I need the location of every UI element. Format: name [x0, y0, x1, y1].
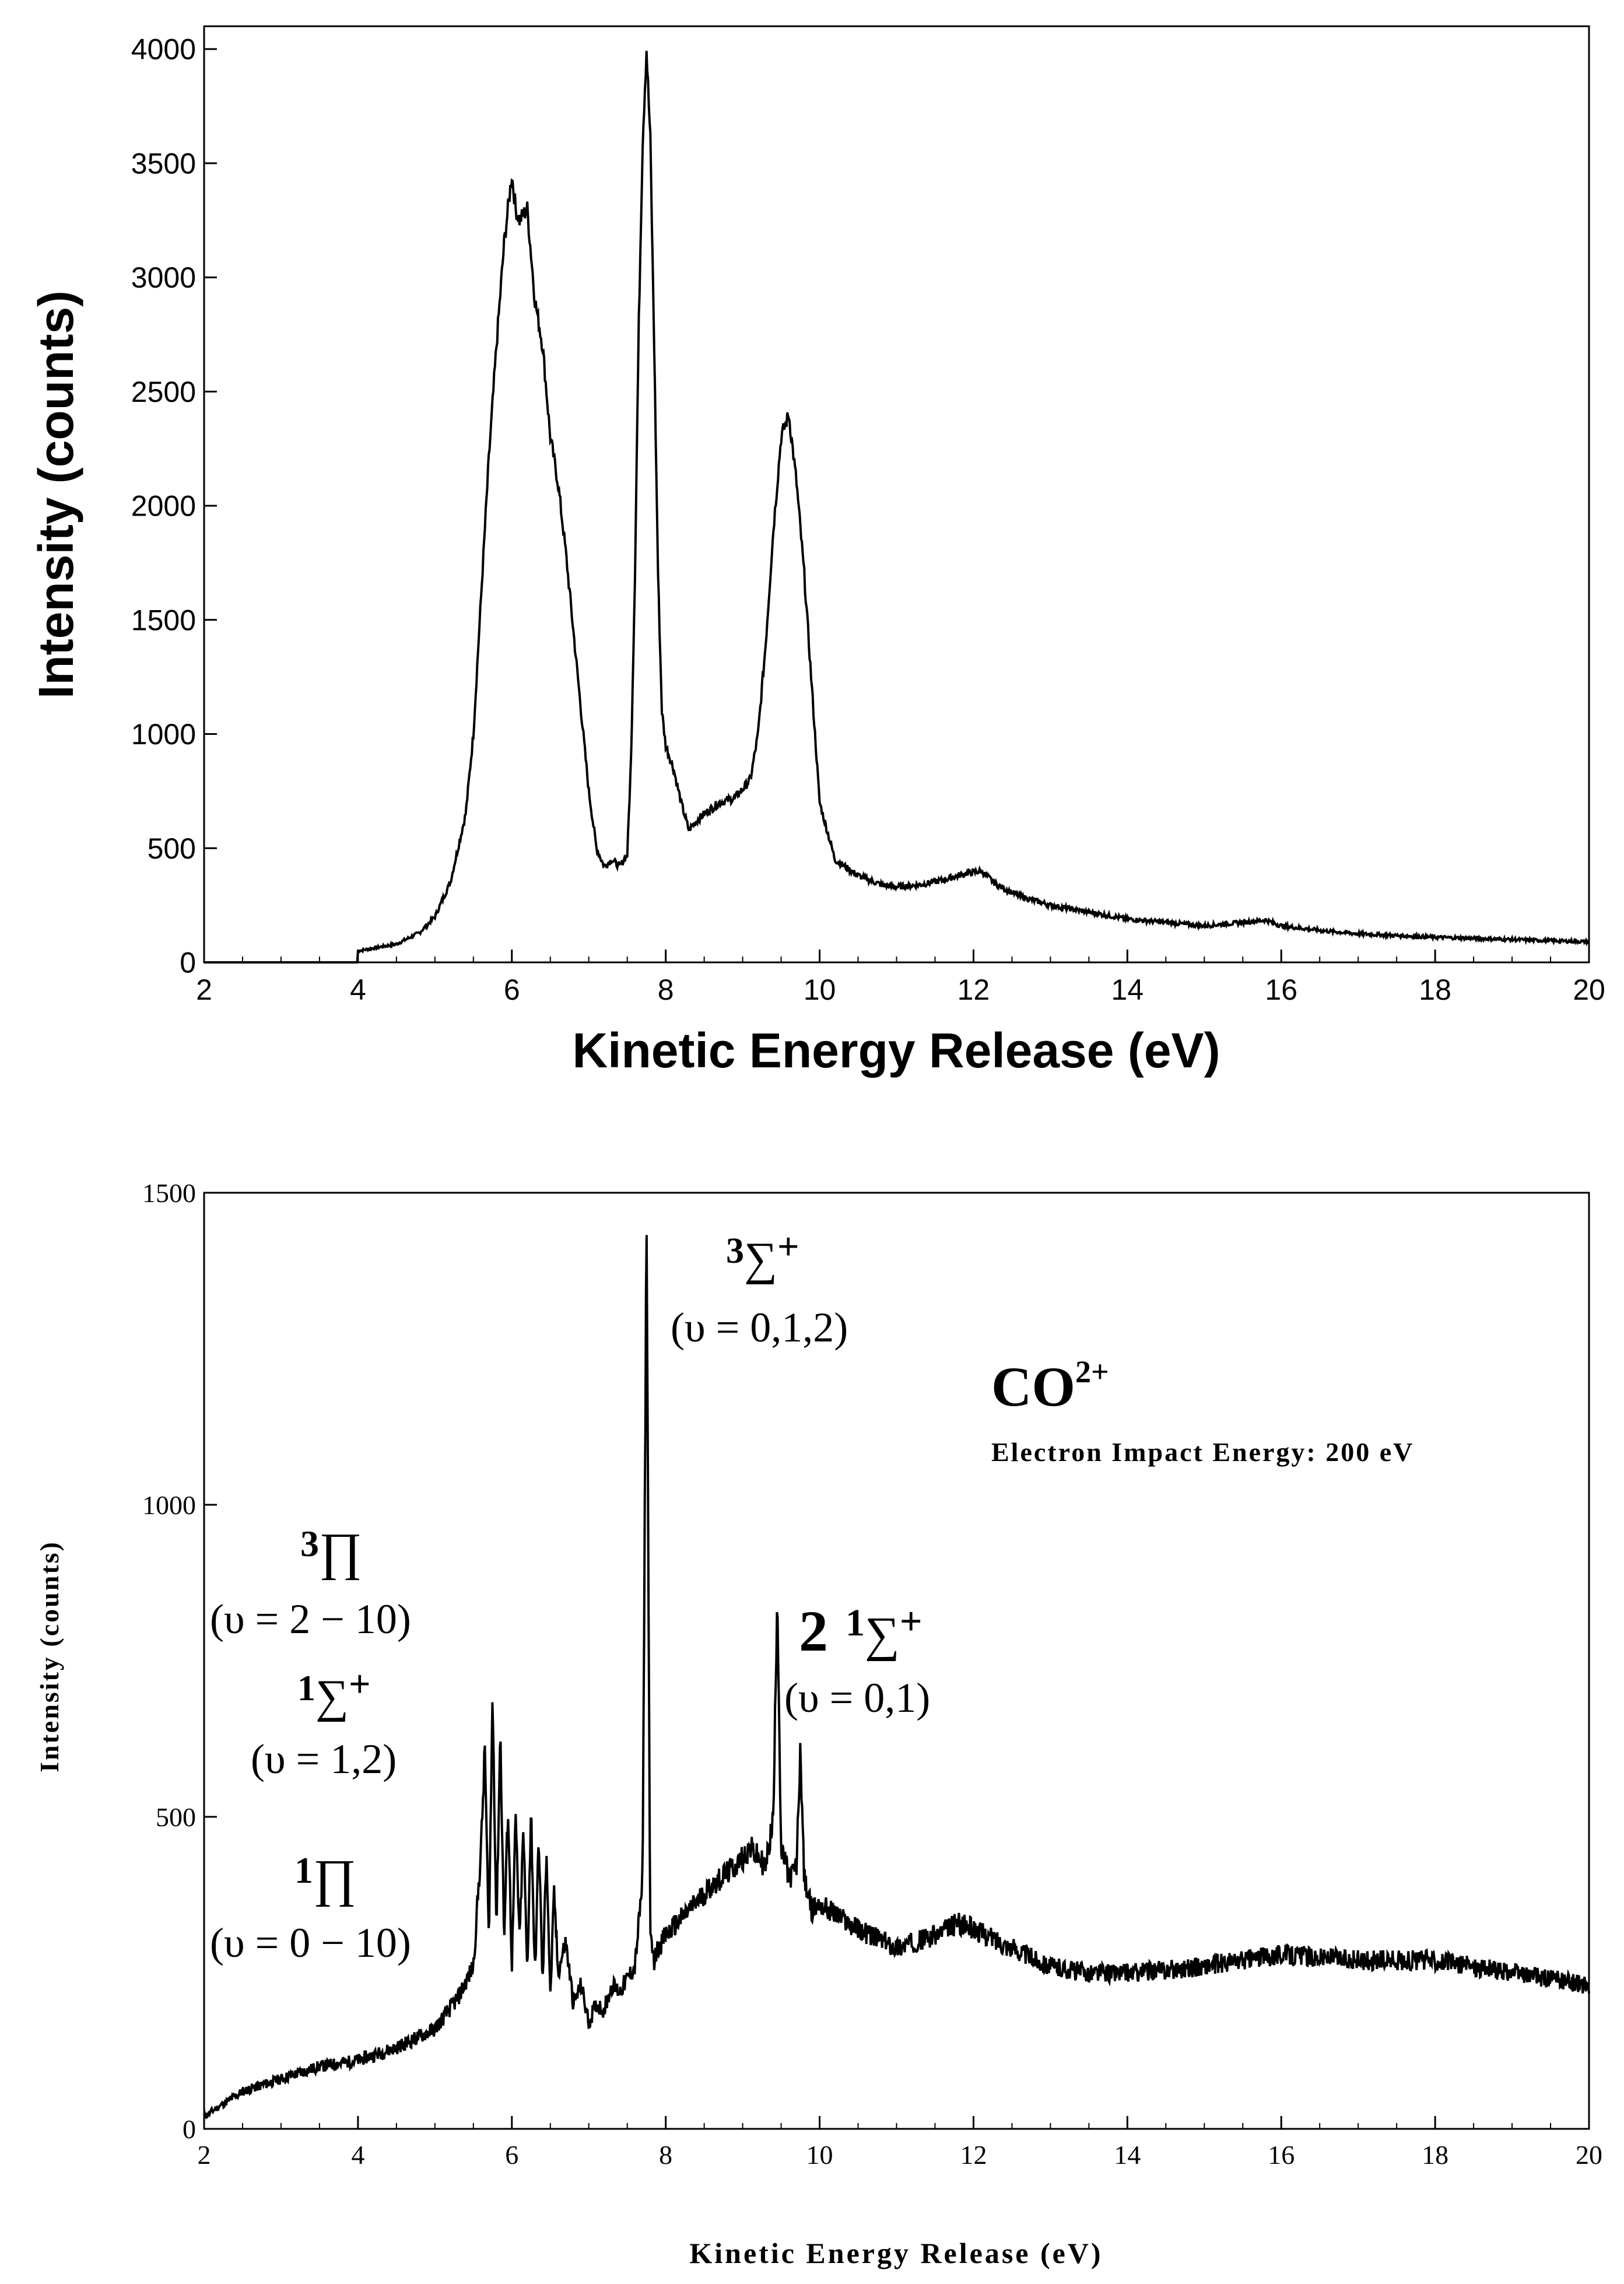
- svg-text:3∑+: 3∑+: [726, 1225, 799, 1285]
- y-tick-label: 4000: [131, 33, 196, 66]
- annotation-2-1sigma-symbol: ∑: [865, 1607, 900, 1662]
- x-tick-label: 12: [960, 2140, 987, 2170]
- x-tick-label: 14: [1111, 973, 1144, 1006]
- annotation-3sigma-suffix: +: [777, 1225, 799, 1268]
- annotation-2-1sigma-vib: (υ = 0,1): [784, 1675, 930, 1721]
- annotation-1sigma-symbol: ∑: [315, 1671, 349, 1722]
- y-tick-label: 1000: [131, 718, 196, 751]
- x-tick-label: 2: [196, 973, 212, 1006]
- x-tick-label: 10: [806, 2140, 833, 2170]
- y-tick-label: 3000: [131, 261, 196, 294]
- x-tick-label: 2: [198, 2140, 211, 2170]
- x-tick-label: 20: [1576, 2140, 1602, 2170]
- bottom-x-ticks: 2 4 6 8 10 12 14 16 18 20: [198, 2116, 1602, 2170]
- x-tick-label: 16: [1265, 973, 1297, 1006]
- annotation-2-1sigma-suffix: +: [900, 1599, 923, 1643]
- bottom-y-ticks: 0 500 1000 1500: [142, 1178, 217, 2144]
- x-tick-label: 14: [1114, 2140, 1141, 2170]
- svg-text:1∑+: 1∑+: [297, 1663, 371, 1722]
- y-tick-label: 1500: [142, 1178, 196, 1208]
- x-tick-label: 6: [505, 2140, 518, 2170]
- x-tick-label: 8: [658, 973, 674, 1006]
- svg-text:1∏: 1∏: [294, 1849, 356, 1907]
- x-tick-label: 12: [957, 973, 990, 1006]
- x-tick-label: 4: [351, 2140, 364, 2170]
- x-tick-label: 16: [1268, 2140, 1295, 2170]
- top-chart: 0 500 1000 1500 2000 2500 3000 3500 4000 2 4 6 8 10 1…: [29, 25, 1605, 1078]
- x-tick-label: 10: [804, 973, 836, 1006]
- bottom-spectrum-line: [203, 1235, 1590, 2120]
- top-y-axis-label: Intensity (counts): [29, 290, 83, 699]
- annotation-1pi: 1∏ (υ = 0 − 10): [210, 1849, 411, 1966]
- x-tick-label: 20: [1573, 973, 1605, 1006]
- y-tick-label: 1500: [131, 604, 196, 636]
- annotation-3pi-vib: (υ = 2 − 10): [210, 1596, 411, 1642]
- top-x-ticks: 2 4 6 8 10 12 14 16 18 20: [196, 950, 1605, 1006]
- annotation-1pi-symbol: ∏: [313, 1849, 356, 1907]
- annotation-3sigma-symbol: ∑: [744, 1234, 777, 1285]
- x-tick-label: 18: [1422, 2140, 1448, 2170]
- annotation-3sigma-mult: 3: [726, 1231, 744, 1271]
- svg-text:21∑+: 2 1∑+: [799, 1599, 923, 1663]
- annotation-2-1sigma: 2 1∑+ (υ = 0,1): [784, 1599, 930, 1721]
- top-spectrum-line: [204, 51, 1590, 964]
- x-tick-label: 6: [504, 973, 520, 1006]
- y-tick-label: 2500: [131, 376, 196, 408]
- top-y-ticks: 0 500 1000 1500 2000 2500 3000 3500 4000: [131, 33, 217, 979]
- x-tick-label: 4: [350, 973, 366, 1006]
- x-tick-label: 8: [659, 2140, 672, 2170]
- annotation-1pi-mult: 1: [294, 1849, 313, 1891]
- annotation-3sigma-vib: (υ = 0,1,2): [671, 1304, 848, 1351]
- top-plot-frame: [203, 25, 1590, 964]
- y-tick-label: 1000: [142, 1490, 196, 1520]
- electron-impact-subtitle: Electron Impact Energy: 200 eV: [991, 1437, 1414, 1467]
- y-tick-label: 0: [180, 947, 196, 979]
- annotation-3pi: 3∏ (υ = 2 − 10): [210, 1523, 411, 1642]
- bottom-y-axis-label: Intensity (counts): [34, 1540, 64, 1772]
- y-tick-label: 500: [148, 832, 196, 865]
- annotation-2-1sigma-mult: 1: [846, 1602, 865, 1644]
- annotation-1sigma-mult: 1: [297, 1669, 315, 1708]
- annotation-3pi-mult: 3: [300, 1523, 319, 1564]
- annotation-1sigma-vib: (υ = 1,2): [251, 1736, 397, 1782]
- annotation-2-1sigma-prefix: 2: [799, 1599, 828, 1663]
- bottom-x-axis-label: Kinetic Energy Release (eV): [689, 2237, 1103, 2269]
- annotation-3sigma: 3∑+ (υ = 0,1,2): [671, 1225, 848, 1351]
- annotation-1sigma-suffix: +: [349, 1663, 371, 1705]
- y-tick-label: 0: [183, 2114, 196, 2144]
- y-tick-label: 500: [156, 1802, 196, 1832]
- annotation-1sigma: 1∑+ (υ = 1,2): [251, 1663, 397, 1782]
- annotation-1pi-vib: (υ = 0 − 10): [210, 1919, 411, 1966]
- species-label: CO2+: [991, 1354, 1109, 1418]
- top-x-axis-label: Kinetic Energy Release (eV): [572, 1023, 1220, 1078]
- svg-text:3∏: 3∏: [300, 1523, 362, 1581]
- annotation-3pi-symbol: ∏: [319, 1523, 362, 1581]
- y-tick-label: 3500: [131, 147, 196, 180]
- x-tick-label: 18: [1419, 973, 1451, 1006]
- y-tick-label: 2000: [131, 490, 196, 523]
